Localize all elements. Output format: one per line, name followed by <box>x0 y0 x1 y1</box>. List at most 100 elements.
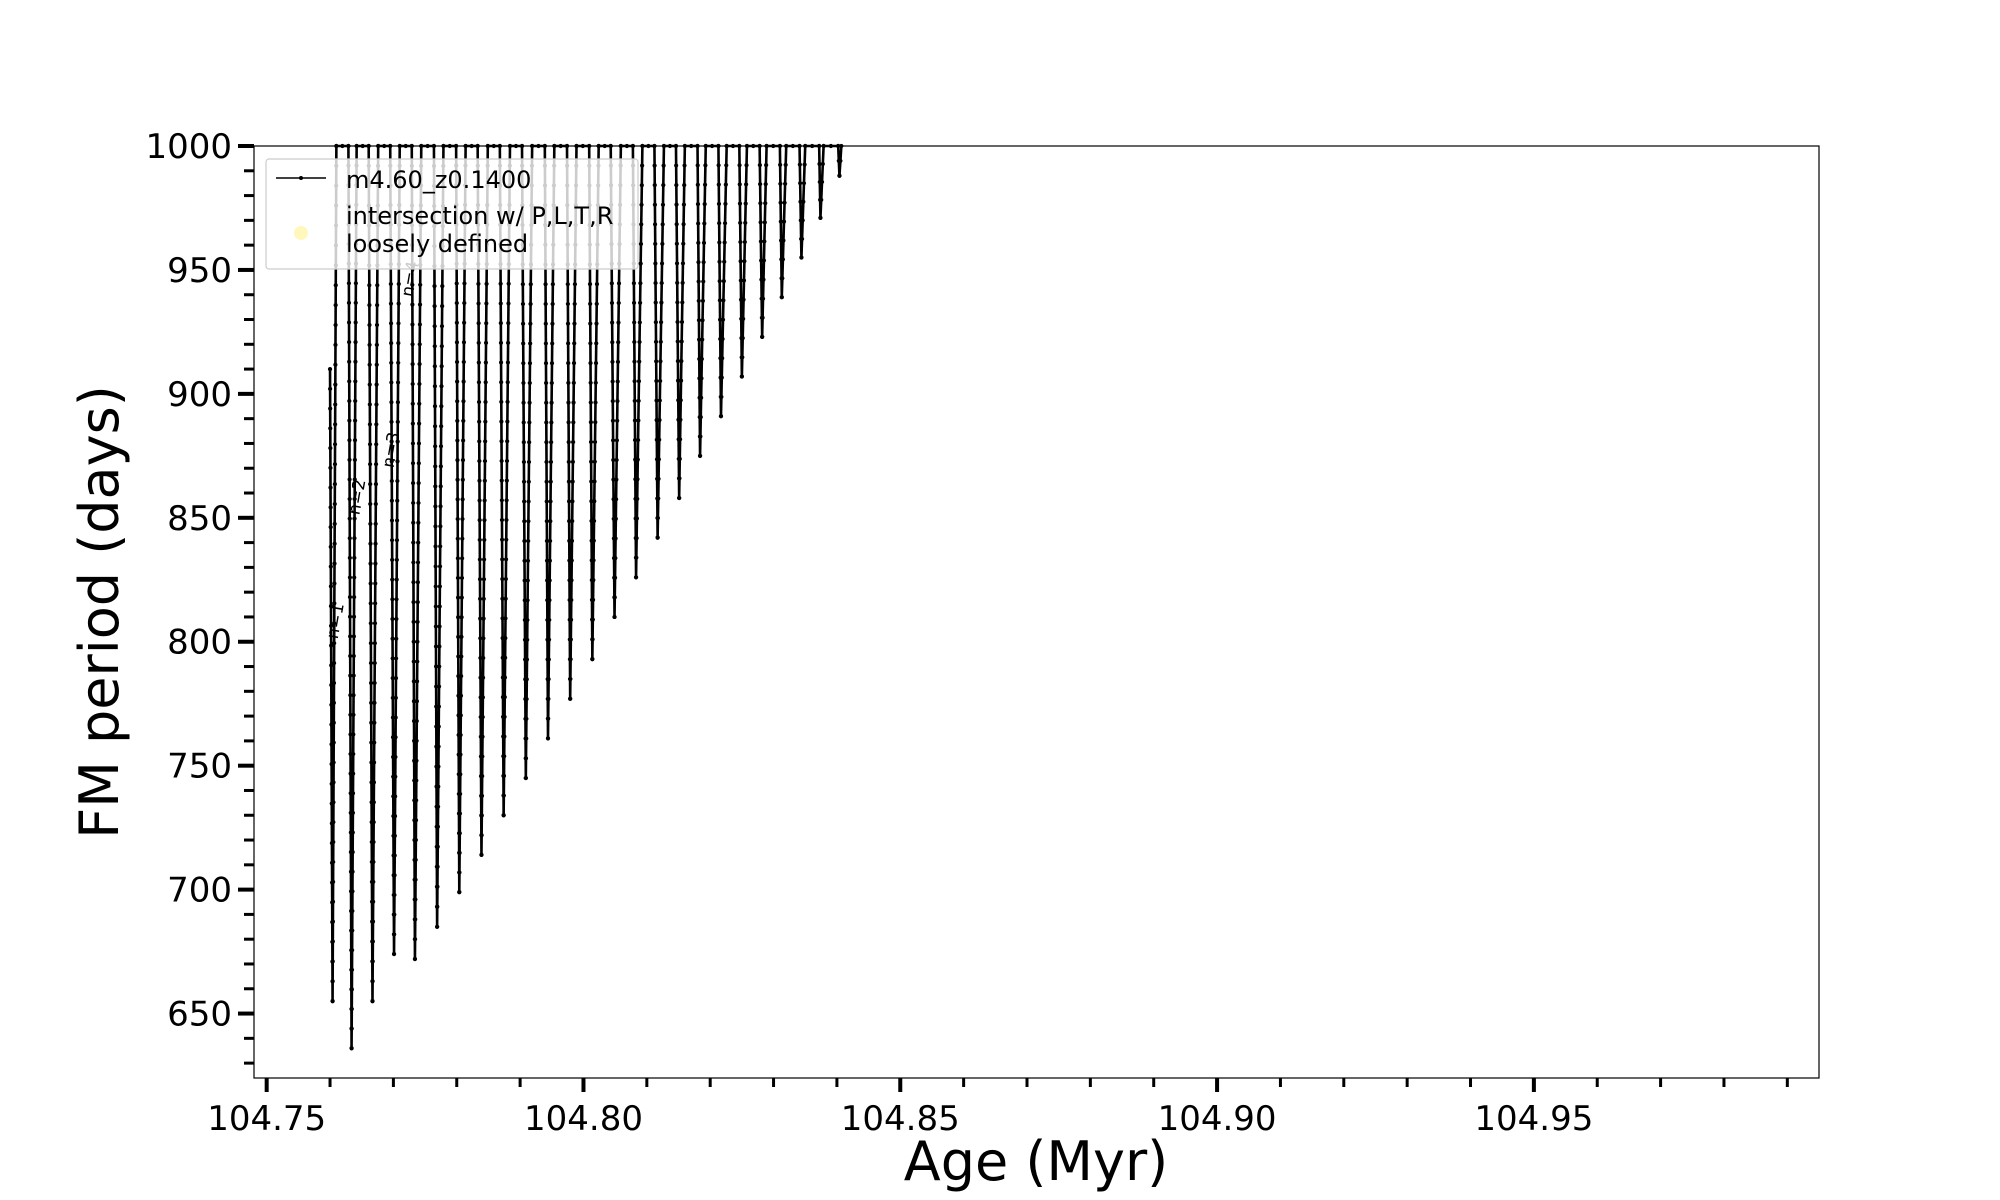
data-point <box>592 439 598 445</box>
data-point <box>476 281 481 286</box>
data-point <box>802 162 807 167</box>
data-point <box>368 561 373 566</box>
data-point <box>678 437 683 442</box>
data-point <box>413 897 418 902</box>
data-point <box>328 465 333 470</box>
data-point <box>458 791 463 797</box>
data-point <box>499 478 504 483</box>
data-point <box>720 336 725 342</box>
data-point <box>367 422 373 427</box>
data-point <box>389 459 394 464</box>
legend: m4.60_z0.1400 intersection w/ P,L,T,R loo… <box>265 158 639 270</box>
legend-label-line: loosely defined <box>346 230 528 258</box>
data-point <box>587 282 593 287</box>
data-point <box>351 751 356 757</box>
data-point <box>455 438 460 443</box>
data-point <box>717 259 722 264</box>
data-point <box>654 359 659 364</box>
data-point <box>438 464 443 469</box>
data-point <box>545 736 551 741</box>
data-point <box>717 317 723 322</box>
data-point <box>350 850 355 855</box>
data-point <box>371 859 376 865</box>
data-point <box>332 601 337 606</box>
data-point <box>717 278 722 284</box>
data-point <box>439 404 444 409</box>
data-point <box>331 820 336 825</box>
data-point <box>781 219 787 224</box>
data-point <box>722 221 728 226</box>
data-point <box>675 280 680 285</box>
data-point <box>742 239 747 245</box>
data-point <box>411 560 416 565</box>
data-point <box>416 540 421 545</box>
data-point <box>478 636 483 641</box>
data-point <box>333 422 338 427</box>
data-point <box>348 693 353 698</box>
data-point <box>700 318 705 323</box>
legend-label-intersection: intersection w/ P,L,T,R loosely defined <box>346 202 613 258</box>
data-point <box>459 595 464 600</box>
data-point <box>410 401 415 406</box>
data-point <box>571 440 576 445</box>
data-point <box>570 499 575 504</box>
data-point <box>637 320 642 325</box>
data-point <box>525 558 531 563</box>
data-point <box>506 321 511 326</box>
data-point <box>417 302 423 307</box>
data-point <box>566 459 571 464</box>
data-point <box>368 680 374 686</box>
data-point <box>591 538 596 543</box>
data-point <box>413 837 418 843</box>
data-point <box>415 679 420 684</box>
data-point <box>415 599 420 605</box>
data-point <box>549 400 554 405</box>
data-point <box>657 437 662 442</box>
data-point <box>333 342 338 347</box>
data-point <box>328 505 333 510</box>
data-point <box>799 236 805 242</box>
data-point <box>549 380 554 386</box>
data-point <box>763 182 768 187</box>
data-point <box>743 220 748 225</box>
data-point <box>632 339 637 345</box>
data-point <box>546 696 551 702</box>
data-point <box>331 780 336 785</box>
data-point <box>721 298 726 303</box>
data-point <box>610 359 615 364</box>
data-point <box>353 418 358 423</box>
y-tick-label: 1000 <box>145 127 232 167</box>
data-point <box>461 340 467 345</box>
data-point <box>594 282 600 287</box>
data-point <box>455 595 461 600</box>
data-point <box>613 536 618 541</box>
data-point <box>347 438 352 443</box>
data-point <box>347 418 352 423</box>
data-point <box>588 400 593 405</box>
data-point <box>701 260 706 265</box>
data-point <box>411 540 416 545</box>
data-point <box>436 784 441 789</box>
data-point <box>395 478 400 484</box>
data-point <box>544 538 550 544</box>
data-point <box>528 341 533 346</box>
data-point <box>480 695 485 700</box>
data-point <box>374 402 379 407</box>
data-point <box>436 704 441 709</box>
data-point <box>610 418 616 423</box>
data-point <box>477 537 482 542</box>
data-point <box>374 342 379 347</box>
data-point <box>480 675 486 680</box>
data-point <box>703 163 708 168</box>
data-point <box>550 301 555 307</box>
data-point <box>410 282 415 287</box>
data-point <box>527 420 532 425</box>
data-point <box>566 420 571 425</box>
data-point <box>521 440 526 445</box>
data-point <box>439 384 444 389</box>
data-point <box>367 442 373 447</box>
data-point <box>588 341 593 346</box>
data-point <box>462 281 467 286</box>
data-point <box>456 615 461 620</box>
data-point <box>437 624 442 629</box>
